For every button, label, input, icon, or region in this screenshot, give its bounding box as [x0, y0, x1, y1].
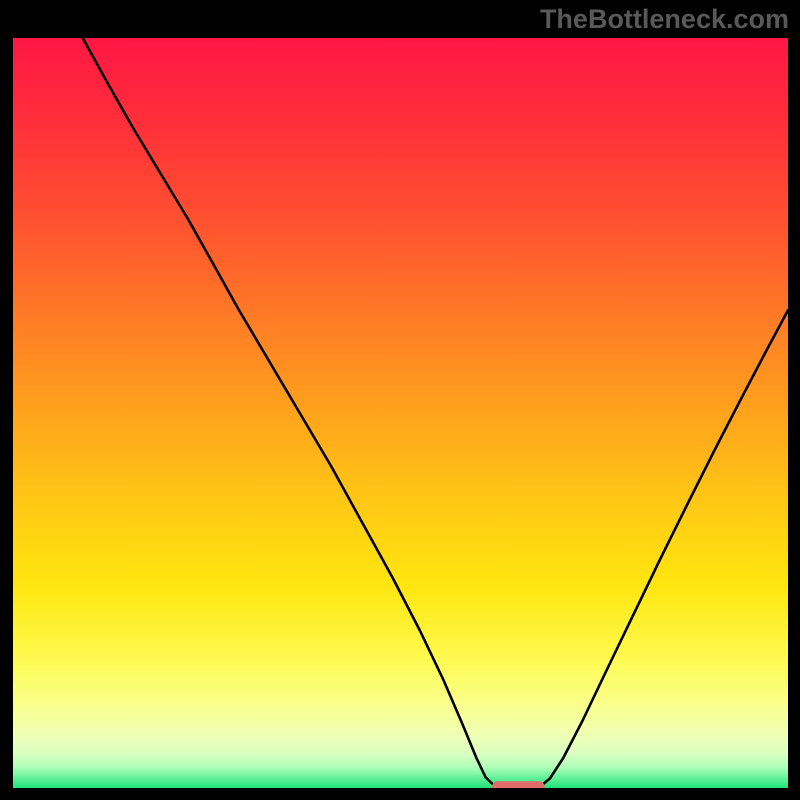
frame-border-right — [788, 0, 800, 800]
watermark-text: TheBottleneck.com — [540, 4, 789, 35]
bottleneck-chart — [0, 0, 800, 800]
frame-border-bottom — [0, 788, 800, 800]
gradient-background — [13, 38, 788, 788]
frame-border-left — [0, 0, 13, 800]
